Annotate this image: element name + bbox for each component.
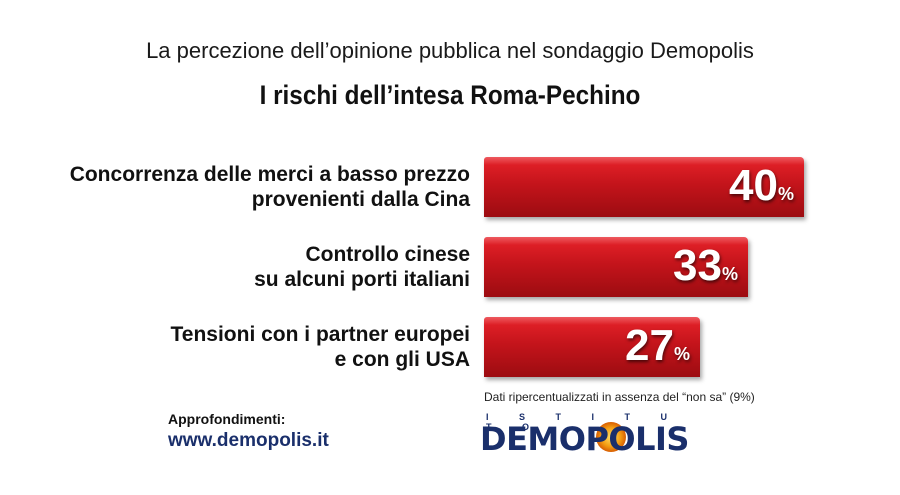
bar-category-label: Controllo cinese su alcuni porti italiani [254, 242, 470, 292]
bar-value-unit: % [721, 264, 738, 284]
logo-istituto-text: I S T I T U T O [486, 412, 682, 432]
bar-category-label-line: provenienti dalla Cina [251, 188, 470, 211]
bar-category-label: Concorrenza delle merci a basso prezzo pr… [70, 162, 470, 212]
bar: 40% [484, 157, 804, 217]
logo-name: DEMOPOLIS [480, 420, 689, 458]
bar-value-label: 27% [625, 321, 690, 379]
bar: 27% [484, 317, 700, 377]
bar-value-number: 40 [729, 161, 778, 210]
demopolis-logo: I S T I T U T O DEMOPOLIS [480, 412, 720, 458]
bar-value-label: 33% [673, 241, 738, 299]
logo-sun-icon [596, 422, 626, 452]
chart-subtitle: La percezione dell’opinione pubblica nel… [146, 38, 754, 63]
bar-value-number: 33 [673, 241, 722, 290]
bar-category-label-line: Controllo cinese [305, 243, 470, 266]
approfondimenti-label: Approfondimenti: [168, 411, 286, 427]
website-link[interactable]: www.demopolis.it [168, 430, 329, 451]
bar-category-label-line: su alcuni porti italiani [254, 268, 470, 291]
bar-value-label: 40% [729, 161, 794, 219]
bar-value-unit: % [673, 344, 690, 364]
bar-category-label-line: e con gli USA [334, 348, 470, 371]
bar-category-label-line: Concorrenza delle merci a basso prezzo [69, 163, 470, 186]
chart-title: I rischi dell’intesa Roma-Pechino [259, 80, 641, 110]
bar-category-label: Tensioni con i partner europei e con gli … [171, 322, 471, 372]
bar-value-number: 27 [625, 321, 674, 370]
bar-value-unit: % [777, 184, 794, 204]
bar-category-label-line: Tensioni con i partner europei [170, 323, 471, 346]
bar: 33% [484, 237, 748, 297]
data-note: Dati ripercentualizzati in assenza del “… [484, 390, 755, 404]
